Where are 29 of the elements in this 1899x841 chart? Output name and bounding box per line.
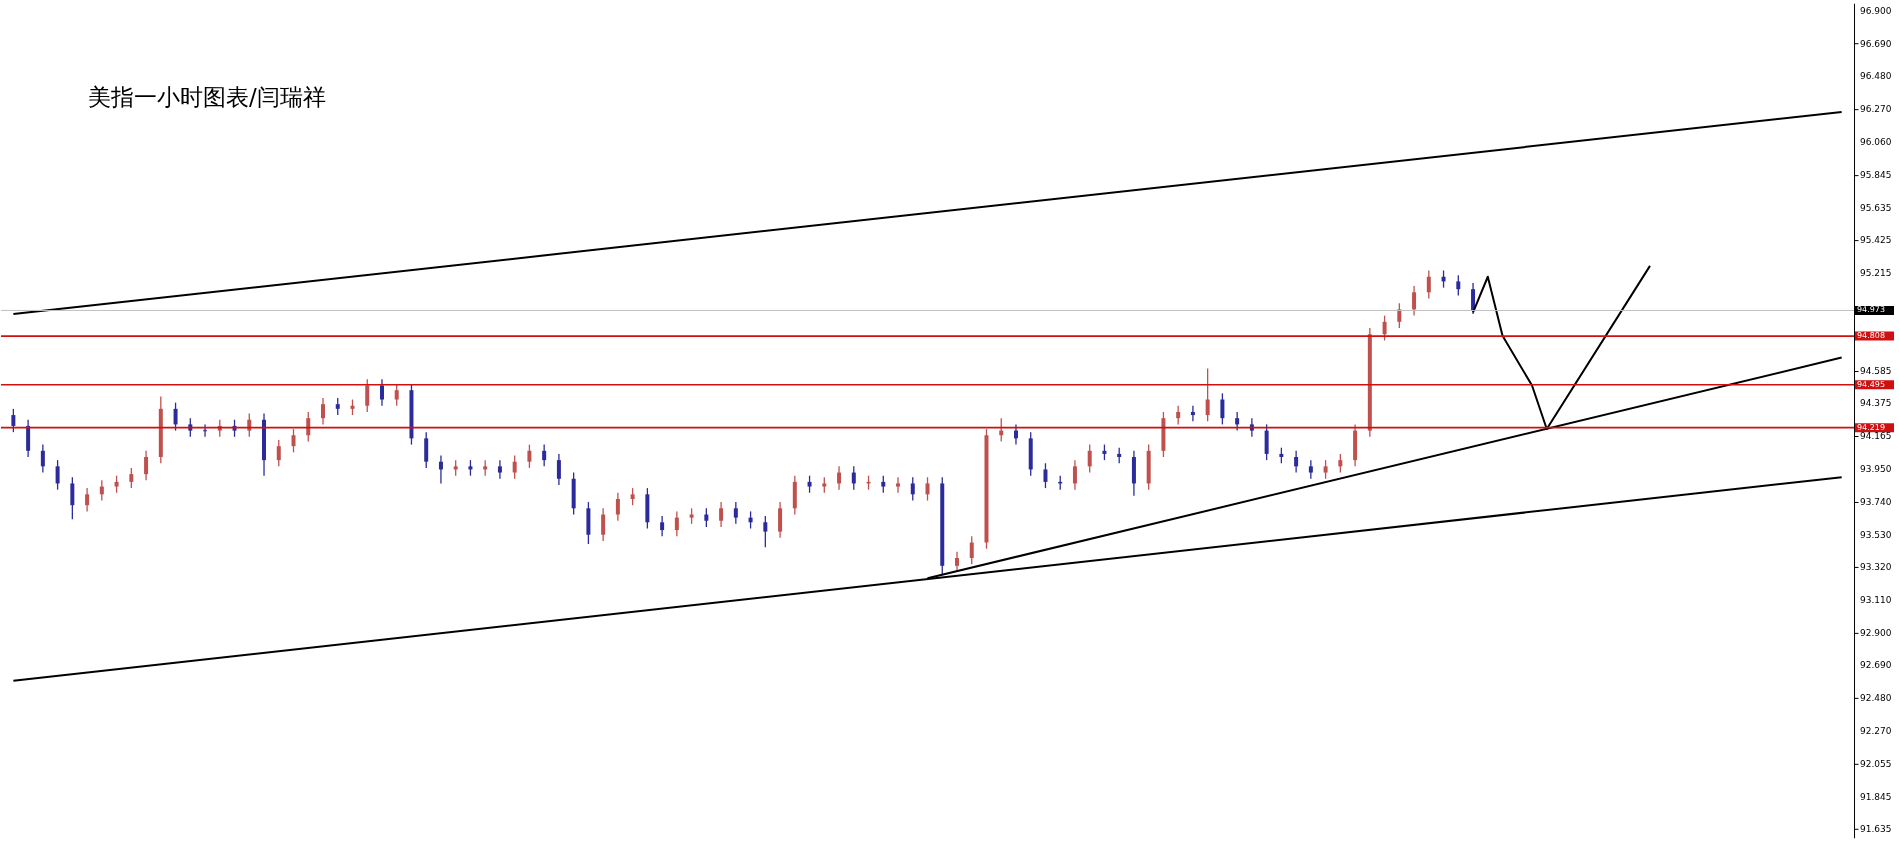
y-tick-label: 93.320	[1860, 562, 1892, 573]
y-tick-label: 96.270	[1860, 103, 1892, 114]
ref-line-label: 94.495	[1857, 379, 1885, 389]
y-tick-label: 96.690	[1860, 38, 1892, 49]
y-tick-label: 93.950	[1860, 464, 1892, 475]
ref-line-label: 94.219	[1857, 422, 1885, 432]
y-tick-label: 94.165	[1860, 431, 1892, 442]
y-tick-label: 93.740	[1860, 497, 1892, 508]
y-tick-label: 92.055	[1860, 758, 1892, 769]
y-tick-label: 95.425	[1860, 235, 1892, 246]
y-tick-label: 93.530	[1860, 529, 1892, 540]
y-tick-label: 95.845	[1860, 169, 1892, 180]
y-tick-label: 95.215	[1860, 267, 1892, 278]
text: 美指一小时图表/闫瑞祥	[87, 84, 326, 111]
y-tick-label: 96.480	[1860, 71, 1892, 82]
y-tick-label: 94.375	[1860, 398, 1892, 409]
y-tick-label: 92.900	[1860, 627, 1892, 638]
y-tick-label: 93.110	[1860, 595, 1892, 605]
y-tick-label: 95.635	[1860, 202, 1892, 213]
ref-line-label: 94.973	[1857, 305, 1885, 315]
y-tick-label: 92.690	[1860, 660, 1892, 671]
ref-line-label: 94.808	[1857, 331, 1885, 341]
y-tick-label: 96.060	[1860, 136, 1892, 147]
y-tick-label: 91.635	[1860, 824, 1892, 835]
y-tick-label: 96.900	[1860, 5, 1892, 16]
y-tick-label: 91.845	[1860, 791, 1892, 802]
y-tick-label: 94.585	[1860, 365, 1892, 376]
y-tick-label: 92.270	[1860, 725, 1892, 736]
y-tick-label: 92.480	[1860, 692, 1892, 703]
